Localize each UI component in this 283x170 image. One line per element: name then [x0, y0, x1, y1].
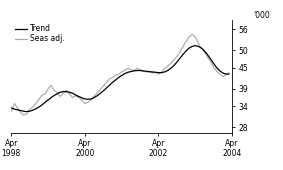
- Y-axis label: '000: '000: [254, 11, 270, 20]
- Legend: Trend, Seas adj.: Trend, Seas adj.: [15, 24, 65, 43]
